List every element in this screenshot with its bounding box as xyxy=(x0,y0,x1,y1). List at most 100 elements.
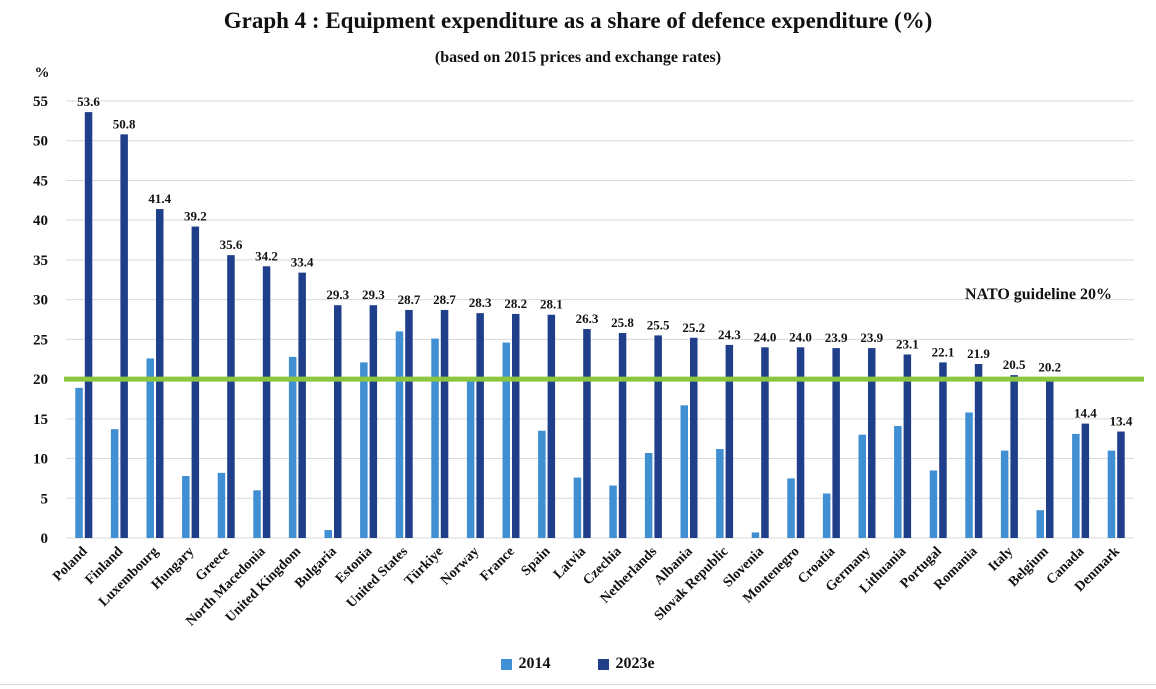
nato-guideline-label: NATO guideline 20% xyxy=(965,286,1112,303)
bar-2014 xyxy=(965,412,973,538)
bar-2023e xyxy=(761,347,769,538)
x-tick-label: Italy xyxy=(986,544,1016,574)
y-tick-label: 45 xyxy=(33,173,48,189)
y-axis-label: % xyxy=(35,65,50,81)
bar-2014 xyxy=(288,356,297,538)
bar-2014 xyxy=(75,387,83,538)
legend-item-2023e: 2023e xyxy=(598,655,655,673)
chart-title: Graph 4 : Equipment expenditure as a sha… xyxy=(223,8,933,33)
bar-2014 xyxy=(751,532,760,538)
data-label-2023e: 28.2 xyxy=(504,296,527,311)
bar-2014 xyxy=(182,476,190,538)
data-label-2023e: 14.4 xyxy=(1074,406,1097,421)
data-label-2023e: 25.8 xyxy=(611,315,634,330)
data-label-2023e: 25.5 xyxy=(647,317,670,332)
bar-2014 xyxy=(609,485,617,538)
y-tick-label: 10 xyxy=(33,452,48,468)
data-label-2023e: 23.1 xyxy=(896,336,919,351)
y-tick-label: 55 xyxy=(33,94,48,110)
bar-2023e xyxy=(868,348,876,538)
y-tick-label: 25 xyxy=(33,332,48,348)
legend-swatch-2023e xyxy=(598,658,610,670)
bar-2023e xyxy=(262,266,271,538)
data-label-2023e: 25.2 xyxy=(682,320,705,335)
chart-subtitle: (based on 2015 prices and exchange rates… xyxy=(434,49,722,66)
bar-2023e xyxy=(654,335,662,538)
bar-2014 xyxy=(431,338,439,538)
y-tick-label: 40 xyxy=(33,213,48,229)
bar-2023e xyxy=(405,309,413,538)
bar-2023e xyxy=(476,313,484,538)
data-label-2023e: 39.2 xyxy=(184,209,207,224)
data-label-2023e: 28.7 xyxy=(433,292,456,307)
y-tick-label: 30 xyxy=(33,293,48,309)
bar-2023e xyxy=(440,309,449,538)
bar-2023e xyxy=(974,363,983,538)
bar-2023e xyxy=(156,209,164,539)
bar-2014 xyxy=(502,342,510,538)
bar-2014 xyxy=(1072,433,1080,538)
y-tick-labels: 0 5 10 15 20 25 30 35 40 45 50 55 xyxy=(33,94,48,547)
bar-2023e xyxy=(334,305,342,538)
data-label-2023e: 50.8 xyxy=(113,116,136,131)
data-label-2023e: 35.6 xyxy=(220,237,243,252)
x-tick-label: Belgium xyxy=(1006,544,1052,590)
data-label-2023e: 34.2 xyxy=(255,248,278,263)
bar-2023e xyxy=(1081,423,1090,538)
data-label-2023e: 24.3 xyxy=(718,327,741,342)
bar-2014 xyxy=(146,358,154,538)
bar-2014 xyxy=(644,452,653,538)
data-label-2023e: 20.2 xyxy=(1038,360,1061,375)
bar-2023e xyxy=(939,362,947,538)
bar-2023e xyxy=(903,354,912,538)
bar-2014 xyxy=(716,449,724,538)
bar-2023e xyxy=(618,333,627,538)
bar-2014 xyxy=(680,405,688,538)
bar-2023e xyxy=(369,305,378,538)
bar-2014 xyxy=(324,530,332,538)
data-label-2023e: 20.5 xyxy=(1003,357,1026,372)
bar-2014 xyxy=(894,425,902,538)
bar-2014 xyxy=(1036,510,1044,538)
bar-2014 xyxy=(787,478,795,538)
legend: 2014 2023e xyxy=(0,655,1156,675)
legend-label-2014: 2014 xyxy=(518,655,551,672)
bar-2023e xyxy=(796,347,805,538)
bar-2014 xyxy=(822,493,831,538)
bar-2023e xyxy=(298,272,306,538)
bar-2014 xyxy=(538,430,546,538)
reference-line-group: NATO guideline 20% xyxy=(64,286,1144,382)
bar-2014 xyxy=(573,477,582,538)
data-label-2023e: 29.3 xyxy=(326,287,349,302)
bar-2023e xyxy=(1117,431,1125,538)
bar-2023e xyxy=(725,344,734,538)
data-label-2023e: 28.3 xyxy=(469,295,492,310)
data-label-2023e: 29.3 xyxy=(362,287,385,302)
y-tick-label: 35 xyxy=(33,253,48,269)
bar-2014 xyxy=(253,490,261,538)
bar-2014 xyxy=(360,362,368,538)
bottom-border xyxy=(0,684,1156,685)
bar-2014 xyxy=(1000,450,1009,538)
x-tick-label: Norway xyxy=(438,544,482,588)
legend-label-2023e: 2023e xyxy=(615,655,655,672)
data-label-2023e: 22.1 xyxy=(932,344,955,359)
y-tick-label: 50 xyxy=(33,134,48,150)
bar-2014 xyxy=(1107,450,1116,538)
x-tick-label: France xyxy=(478,544,518,584)
data-label-2023e: 26.3 xyxy=(576,311,599,326)
bar-2014 xyxy=(466,378,475,538)
bar-2023e xyxy=(1010,375,1018,538)
y-tick-label: 15 xyxy=(33,412,48,428)
legend-swatch-2014 xyxy=(501,658,513,670)
bar-2023e xyxy=(690,337,698,538)
data-label-2023e: 24.0 xyxy=(754,329,777,344)
data-label-2023e: 24.0 xyxy=(789,329,812,344)
bar-2023e xyxy=(84,112,93,539)
data-labels: 53.6 50.8 41.4 39.2 35.6 34.2 33.4 29.3 29.3 28.7… xyxy=(77,94,1133,428)
data-label-2023e: 41.4 xyxy=(148,191,171,206)
bar-2014 xyxy=(395,331,404,538)
data-label-2023e: 23.9 xyxy=(825,330,848,345)
